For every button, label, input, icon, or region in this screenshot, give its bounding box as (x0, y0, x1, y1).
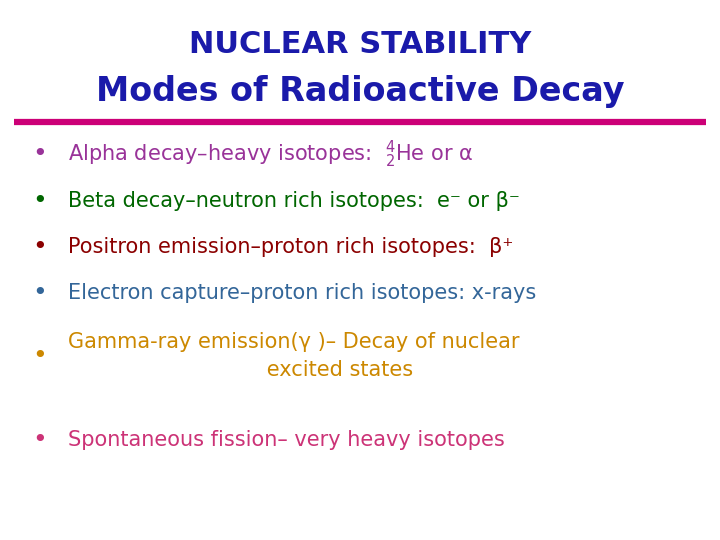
Text: Positron emission–proton rich isotopes:  β⁺: Positron emission–proton rich isotopes: … (68, 237, 514, 258)
Text: Beta decay–neutron rich isotopes:  e⁻ or β⁻: Beta decay–neutron rich isotopes: e⁻ or … (68, 191, 521, 212)
Text: Spontaneous fission– very heavy isotopes: Spontaneous fission– very heavy isotopes (68, 430, 505, 450)
Text: •: • (32, 190, 47, 213)
Text: •: • (32, 142, 47, 166)
Text: NUCLEAR STABILITY: NUCLEAR STABILITY (189, 30, 531, 59)
Text: •: • (32, 428, 47, 452)
Text: Alpha decay–heavy isotopes:  $^4_2$He or α: Alpha decay–heavy isotopes: $^4_2$He or … (68, 138, 474, 170)
Text: •: • (32, 281, 47, 305)
Text: •: • (32, 345, 47, 368)
Text: Electron capture–proton rich isotopes: x-rays: Electron capture–proton rich isotopes: x… (68, 282, 536, 303)
Text: Modes of Radioactive Decay: Modes of Radioactive Decay (96, 75, 624, 107)
Text: •: • (32, 235, 47, 259)
Text: Gamma-ray emission(γ )– Decay of nuclear
                              excited s: Gamma-ray emission(γ )– Decay of nuclear… (68, 333, 520, 380)
